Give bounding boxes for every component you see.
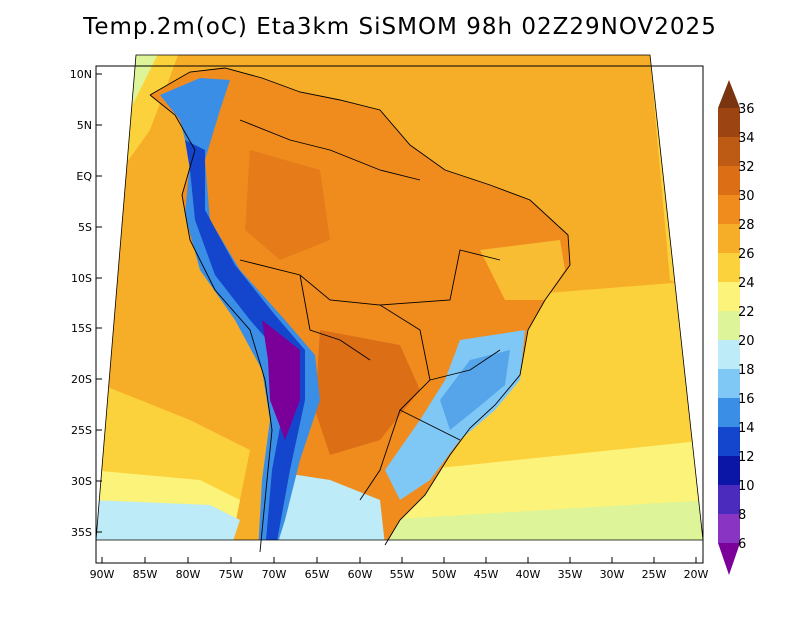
lon-label: 40W [516, 568, 541, 581]
northeast-mild-region [480, 240, 565, 300]
colorbar-swatch [718, 427, 740, 456]
lon-label: 35W [558, 568, 583, 581]
map-title: Temp.2m(oC) Eta3km SiSMOM 98h 02Z29NOV20… [83, 14, 717, 40]
colorbar-swatch [718, 485, 740, 514]
lat-label: 20S [71, 373, 92, 386]
lon-label: 75W [219, 568, 244, 581]
atlantic-cold-band [360, 500, 703, 540]
colorbar-swatch [718, 340, 740, 369]
colorbar-swatch [718, 282, 740, 311]
colorbar-swatch [718, 398, 740, 427]
andes-colder-band [185, 140, 305, 540]
lat-label: 25S [71, 424, 92, 437]
colorbar-label: 16 [738, 392, 755, 407]
temperature-field [96, 55, 703, 540]
lon-label: 45W [474, 568, 499, 581]
colorbar-swatch [718, 166, 740, 195]
colorbar-swatch [718, 311, 740, 340]
colorbar-label: 20 [738, 334, 755, 349]
colorbar-swatch [718, 137, 740, 166]
lon-label: 90W [90, 568, 115, 581]
colorbar-swatch [718, 369, 740, 398]
lon-label: 55W [390, 568, 415, 581]
border-north [239, 119, 421, 181]
plot-axes-box [95, 65, 704, 564]
coastline-atlantic [149, 67, 571, 546]
colorbar-labels: 36 34 32 30 28 26 24 22 20 18 16 14 12 1… [738, 102, 755, 552]
colorbar-label: 30 [738, 189, 755, 204]
lon-label: 80W [176, 568, 201, 581]
border-west-brazil [239, 259, 431, 501]
colorbar-label: 18 [738, 363, 755, 378]
lon-label: 85W [133, 568, 158, 581]
colorbar-bottom-arrow [718, 543, 740, 575]
altiplano-coldest [262, 320, 300, 440]
serra-cold-patch [440, 350, 510, 430]
colorbar-label: 34 [738, 131, 755, 146]
colorbar-swatch [718, 514, 740, 543]
colorbar-label: 32 [738, 160, 755, 175]
colorbar-label: 12 [738, 450, 755, 465]
lon-label: 30W [600, 568, 625, 581]
lat-label: 5N [77, 119, 92, 132]
chaco-hot-region [315, 330, 420, 455]
colorbar [718, 80, 740, 575]
lat-label: 35S [71, 526, 92, 539]
colorbar-label: 28 [738, 218, 755, 233]
colorbar-label: 10 [738, 479, 755, 494]
lon-label: 25W [642, 568, 667, 581]
colorbar-swatch [718, 195, 740, 224]
border-states-1 [379, 249, 501, 306]
colorbar-swatch [718, 108, 740, 137]
lat-label: 30S [71, 475, 92, 488]
colorbar-label: 14 [738, 421, 755, 436]
border-bolivia [299, 274, 371, 361]
lat-label: 5S [78, 221, 92, 234]
lat-label: 10S [71, 272, 92, 285]
colorbar-label: 24 [738, 276, 755, 291]
latitude-axis: 10N 5N EQ 5S 10S 15S 20S 25S 30S 35S [70, 68, 102, 539]
colorbar-label: 22 [738, 305, 755, 320]
colorbar-label: 36 [738, 102, 755, 117]
colorbar-swatch [718, 224, 740, 253]
border-states-3 [399, 409, 461, 441]
colorbar-label: 6 [738, 537, 746, 552]
lat-label: EQ [76, 170, 92, 183]
border-states-2 [429, 349, 501, 381]
colorbar-label: 26 [738, 247, 755, 262]
lon-label: 70W [262, 568, 287, 581]
lon-label: 60W [348, 568, 373, 581]
country-borders [149, 67, 571, 553]
lat-label: 10N [70, 68, 92, 81]
lat-label: 15S [71, 322, 92, 335]
pacific-cold-band [96, 500, 240, 540]
lon-label: 20W [684, 568, 709, 581]
colorbar-swatch [718, 456, 740, 485]
coastline-pacific [149, 94, 273, 553]
lon-label: 65W [305, 568, 330, 581]
longitude-axis: 90W 85W 80W 75W 70W 65W 60W 55W 50W 45W … [90, 557, 709, 581]
colorbar-label: 8 [738, 508, 746, 523]
colorbar-top-arrow [718, 80, 740, 108]
amazon-warm-region [245, 150, 330, 260]
colorbar-swatch [718, 253, 740, 282]
lon-label: 50W [432, 568, 457, 581]
